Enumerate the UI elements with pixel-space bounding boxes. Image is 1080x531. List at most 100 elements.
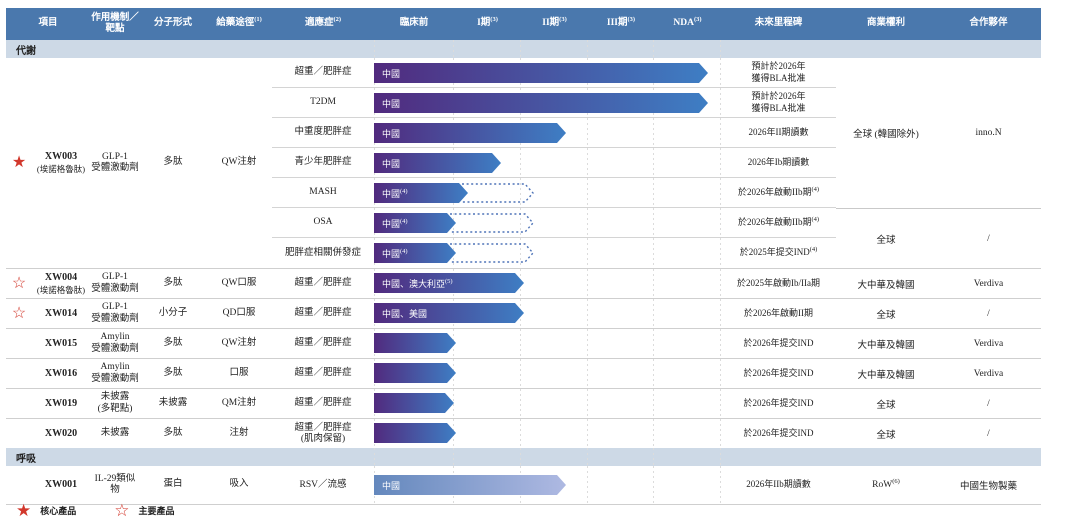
commercial-rights-cell: RoW(6): [836, 466, 936, 504]
mechanism-label: GLP-1 受體激動劑: [91, 151, 139, 173]
phase-bar: 中國: [374, 153, 501, 173]
rights-group: 大中華及韓國 Verdiva: [836, 269, 1041, 298]
phase-chart-cell: [374, 389, 721, 418]
mechanism-cell: GLP-1 受體激動劑: [90, 58, 140, 268]
indication-label: 超重／肥胖症: [294, 308, 352, 319]
column-header-col-phase2: II期(3): [521, 8, 588, 40]
molecule-form-cell: 多肽: [163, 367, 183, 378]
indication-row: MASH 中國(4) 於2026年啟動IIb期(4): [272, 178, 836, 208]
rights-group: RoW(6) 中國生物製藥: [836, 466, 1041, 504]
milestone-label: 於2026年提交IND: [743, 397, 814, 408]
star-cell: [6, 389, 32, 418]
milestone-label: 於2026年啟動IIb期(4): [737, 215, 820, 227]
bar-region-label: 中國(4): [382, 217, 408, 229]
route-cell: QM注射: [221, 397, 257, 408]
phase-bar-planned-dotted: [462, 183, 534, 203]
indication-row: 超重／肥胖症 於2026年提交IND: [272, 359, 836, 388]
project-row-xw020: XW020 未披露 多肽 注射 超重／肥胖症 (肌肉保留) 於2026年提交IND 全球 /: [6, 418, 1041, 448]
project-code-cell: XW001: [32, 466, 90, 504]
commercial-rights-label: 全球: [876, 430, 896, 441]
partner-cell: Verdiva: [973, 368, 1004, 379]
commercial-rights-label: 大中華及韓國: [857, 340, 915, 351]
partner-cell: /: [987, 233, 990, 244]
phase-chart-cell: 中國、澳大利亞(5): [374, 269, 721, 298]
route-cell: QD口服: [222, 307, 256, 318]
project-row-xw016: XW016 Amylin 受體激動劑 多肽 口服 超重／肥胖症 於2026年提交IND 大中華…: [6, 358, 1041, 388]
project-code: XW004: [44, 271, 78, 283]
rights-partner-col: 大中華及韓國 Verdiva: [836, 329, 1041, 358]
column-header-label: II期(3): [542, 16, 567, 29]
project-row-xw003: ★ XW003 (埃諾格魯肽) GLP-1 受體激動劑 多肽 QW注射 超重／肥胖症 中國 預計於…: [6, 58, 1041, 268]
indication-rows: 超重／肥胖症 中國 預計於2026年 獲得BLA批准 T2DM 中國 預計於2026年 獲得B…: [272, 58, 836, 268]
milestone-cell: 於2026年啟動IIb期(4): [721, 178, 836, 207]
project-code: XW019: [44, 397, 78, 409]
rights-partner-col: 全球 (韓國除外) inno.N 全球 /: [836, 58, 1041, 268]
phase-bar: 中國: [374, 475, 566, 495]
milestone-cell: 於2026年提交IND: [721, 389, 836, 418]
milestone-cell: 於2026年啟動IIb期(4): [721, 208, 836, 237]
phase-chart-cell: 中國: [374, 88, 721, 117]
mechanism-cell: Amylin 受體激動劑: [90, 359, 140, 388]
mechanism-label: 未披露: [100, 427, 130, 438]
rights-partner-col: 大中華及韓國 Verdiva: [836, 269, 1041, 298]
commercial-rights-cell: 全球: [836, 209, 936, 268]
indication-label: 超重／肥胖症: [294, 278, 352, 289]
indication-row: 超重／肥胖症 中國、美國 於2026年啟動II期: [272, 299, 836, 328]
commercial-rights-label: RoW(6): [872, 477, 900, 490]
column-header-col-commercial-rights: 商業權利: [836, 8, 936, 40]
indication-rows: RSV／流感 中國 2026年IIb期讀數: [272, 466, 836, 504]
milestone-label: 於2026年提交IND: [743, 427, 814, 438]
mechanism-cell: GLP-1 受體激動劑: [90, 269, 140, 298]
indication-row: T2DM 中國 預計於2026年 獲得BLA批准: [272, 88, 836, 118]
molecule-form-cell: 多肽: [163, 427, 183, 438]
mechanism-label: GLP-1 受體激動劑: [91, 272, 139, 294]
star-cell: [6, 419, 32, 448]
milestone-label: 於2025年提交IND(4): [739, 246, 818, 258]
project-code-cell: XW019: [32, 389, 90, 418]
project-code: XW016: [44, 367, 78, 379]
mechanism-label: IL-29類似物: [94, 473, 136, 495]
mechanism-cell: IL-29類似物: [90, 466, 140, 504]
route-cell: 口服: [229, 367, 249, 378]
project-code-cell: XW015: [32, 329, 90, 358]
milestone-cell: 於2026年啟動II期: [721, 299, 836, 328]
bar-region-label: 中國: [382, 98, 401, 109]
legend: ★ 核心產品 ☆ 主要產品: [16, 502, 175, 519]
project-row-xw004: ☆ XW004 (埃諾格魯肽) GLP-1 受體激動劑 多肽 QW口服 超重／肥胖症 中國、澳大…: [6, 268, 1041, 298]
section-band: 代謝: [6, 40, 1041, 58]
route-cell: QW口服: [221, 277, 257, 288]
commercial-rights-cell: 全球: [836, 419, 936, 448]
legend-core-product-star-icon: ★: [16, 501, 32, 520]
route-cell: QW注射: [221, 157, 257, 168]
milestone-cell: 於2025年啟動Ib/IIa期: [721, 269, 836, 298]
milestone-label: 於2026年啟動II期: [744, 307, 813, 318]
indication-cell: 肥胖症相關併發症: [272, 238, 374, 268]
column-header-col-phase3: III期(3): [588, 8, 654, 40]
indication-rows: 超重／肥胖症 於2026年提交IND: [272, 389, 836, 418]
phase-chart-cell: [374, 329, 721, 358]
star-cell: [6, 359, 32, 388]
indication-row: 超重／肥胖症 中國、澳大利亞(5) 於2025年啟動Ib/IIa期: [272, 269, 836, 298]
column-header-col-partner: 合作夥伴: [936, 8, 1041, 40]
column-header-col-project: 項目: [6, 8, 90, 40]
rights-partner-col: 全球 /: [836, 419, 1041, 448]
phase-chart-cell: 中國: [374, 148, 721, 177]
phase-chart-cell: [374, 419, 721, 448]
mechanism-cell: 未披露 (多靶點): [90, 389, 140, 418]
table-body: 代謝 ★ XW003 (埃諾格魯肽) GLP-1 受體激動劑 多肽 QW注射 超重／肥胖症 中國預…: [6, 40, 1041, 505]
molecule-form-cell: 蛋白: [163, 479, 183, 490]
phase-chart-cell: 中國: [374, 118, 721, 147]
project-row-xw014: ☆ XW014 GLP-1 受體激動劑 小分子 QD口服 超重／肥胖症 中國、美國 於2026年…: [6, 298, 1041, 328]
indication-label: 中重度肥胖症: [294, 127, 352, 138]
pipeline-table: 項目 作用機制／ 靶點 分子形式 給藥途徑(1) 適應症(2) 臨床前 I期(3) II期(3)…: [6, 8, 1041, 505]
column-header-col-molecule-form: 分子形式: [140, 8, 206, 40]
milestone-cell: 於2026年提交IND: [721, 329, 836, 358]
column-header-label: III期(3): [606, 16, 636, 29]
project-code-cell: XW004 (埃諾格魯肽): [32, 269, 90, 298]
indication-rows: 超重／肥胖症 (肌肉保留) 於2026年提交IND: [272, 419, 836, 448]
indication-cell: 超重／肥胖症: [272, 359, 374, 388]
key-product-star-icon: ☆: [11, 274, 27, 292]
project-row-xw015: XW015 Amylin 受體激動劑 多肽 QW注射 超重／肥胖症 於2026年提交IND 大…: [6, 328, 1041, 358]
partner-cell: 中國生物製藥: [959, 482, 1017, 492]
